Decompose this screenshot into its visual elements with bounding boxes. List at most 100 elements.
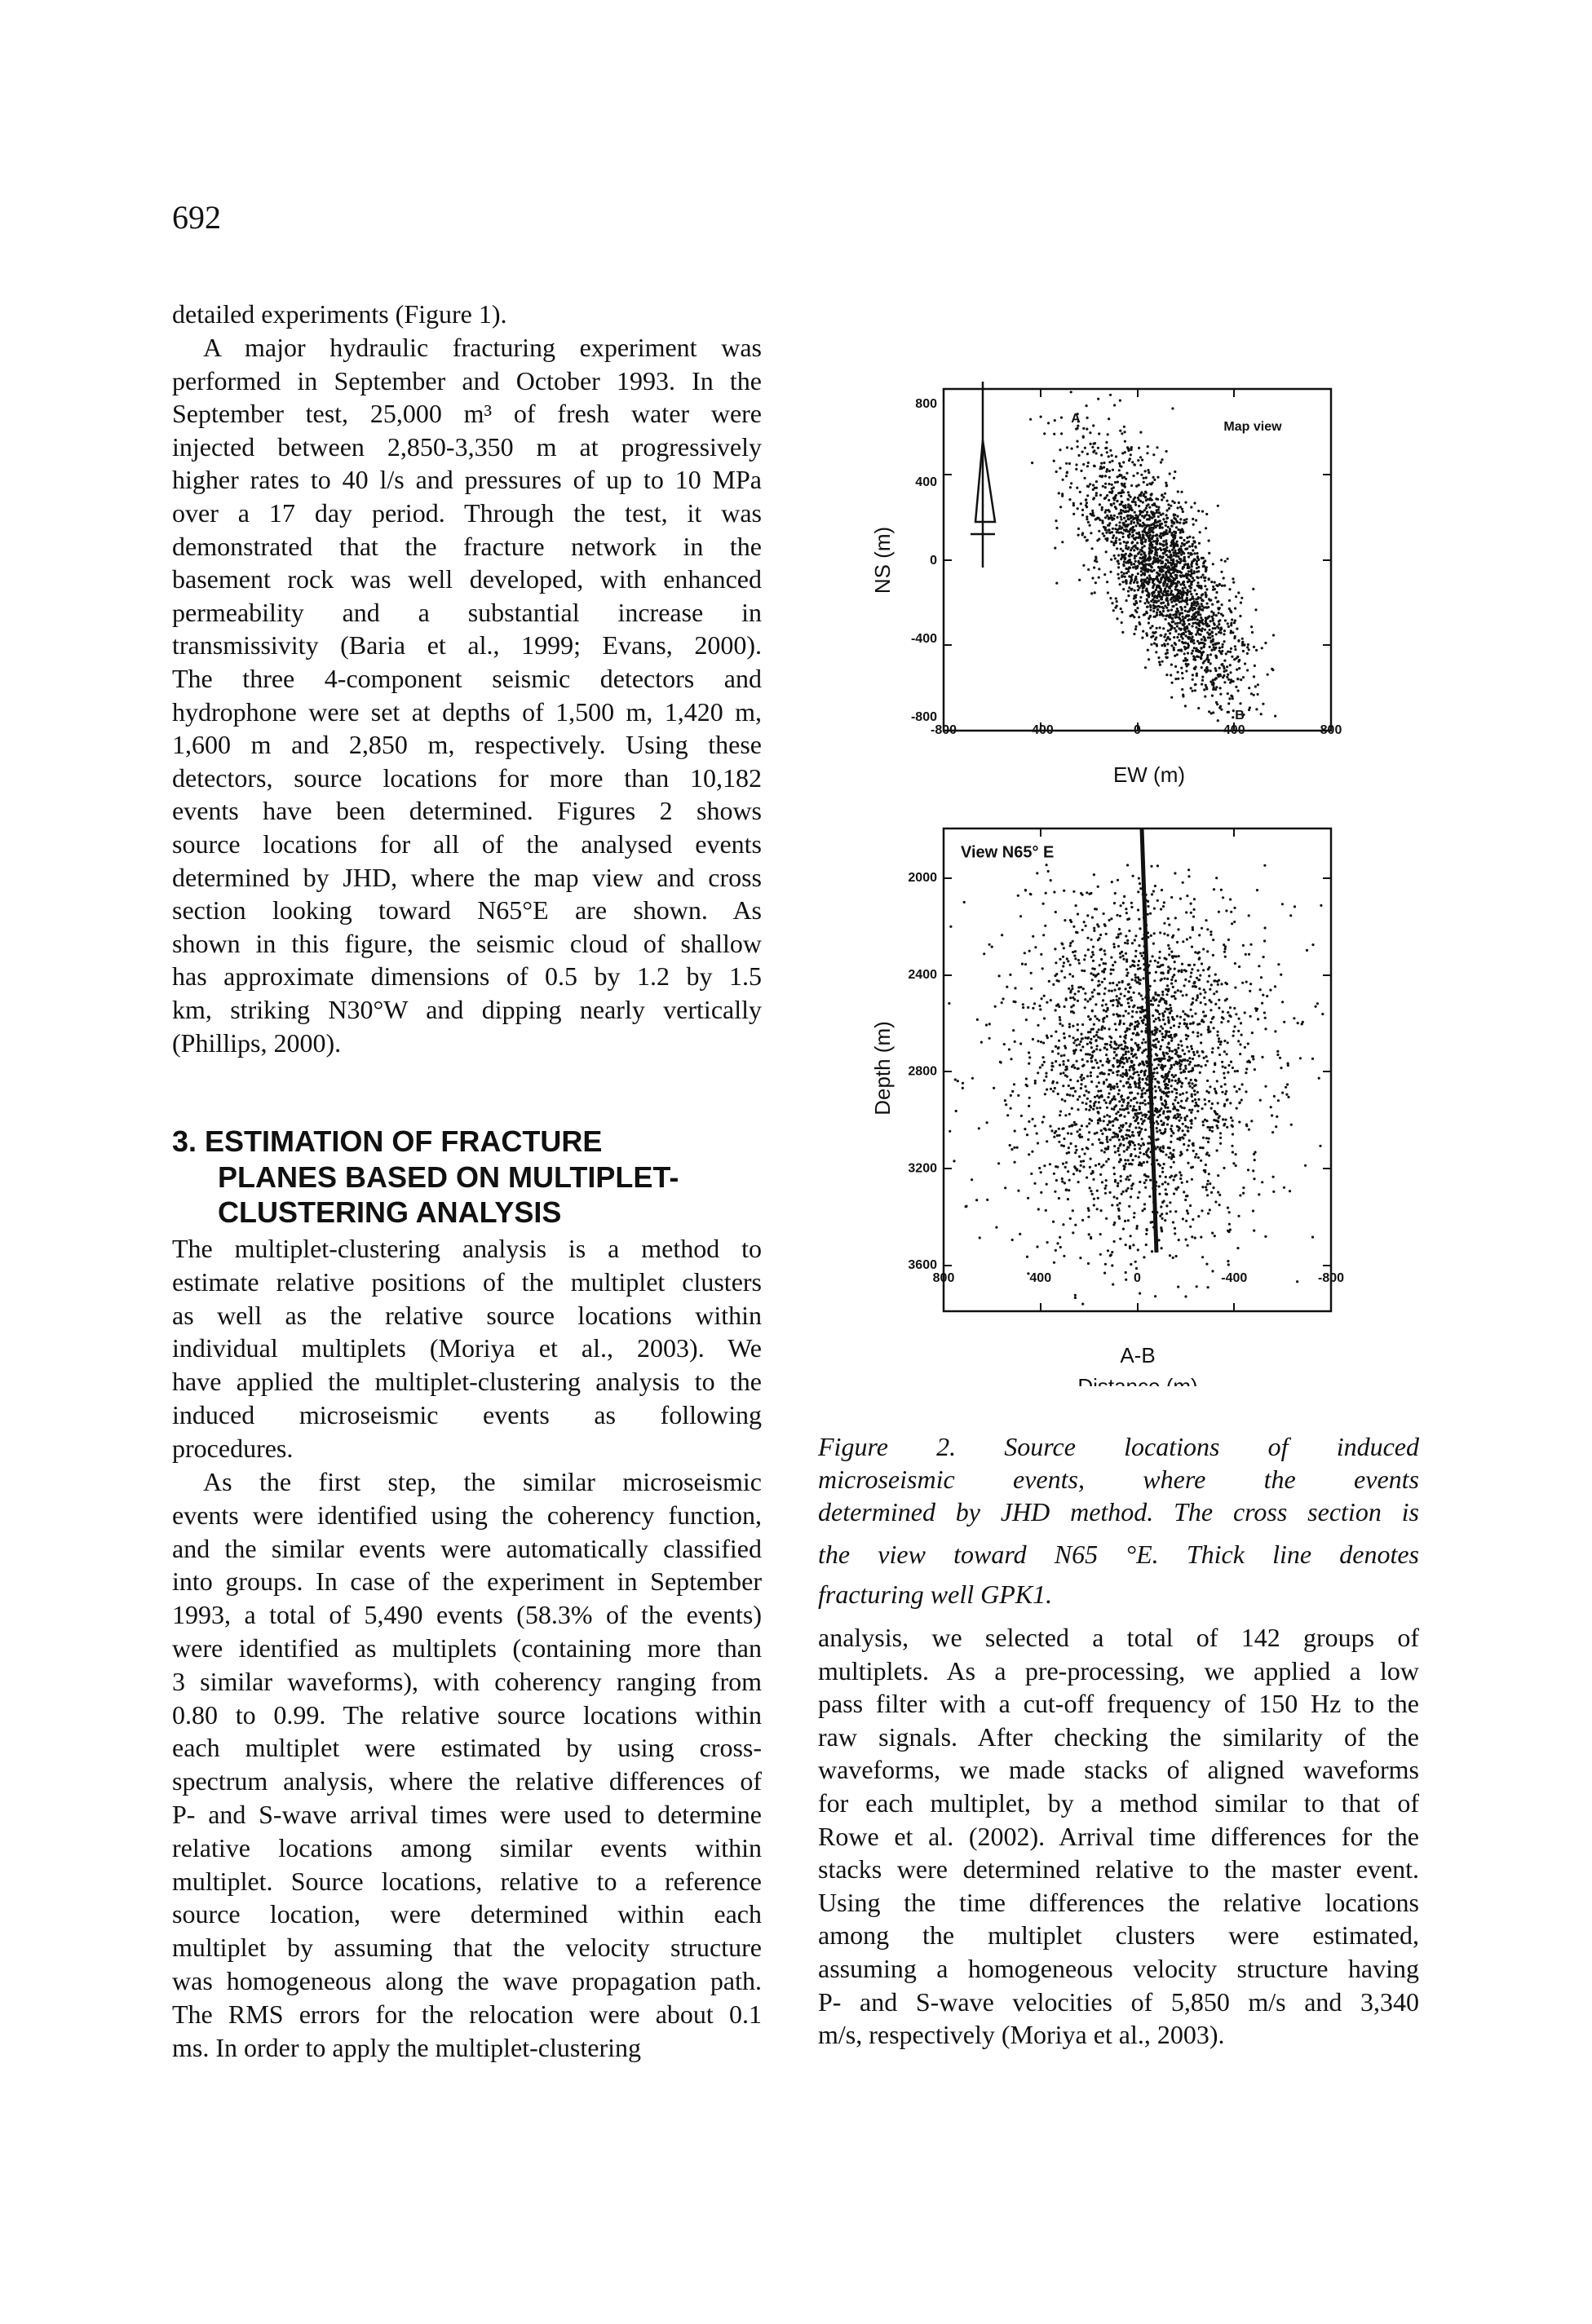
event-dot bbox=[1097, 979, 1100, 983]
event-dot bbox=[1094, 1039, 1098, 1042]
event-dot bbox=[1072, 1173, 1076, 1176]
event-dot bbox=[1271, 1114, 1274, 1117]
event-dot bbox=[1117, 1046, 1120, 1049]
event-dot bbox=[1189, 1008, 1192, 1011]
event-dot bbox=[1189, 902, 1192, 905]
event-dot bbox=[1054, 948, 1057, 951]
y-tick-label: 400 bbox=[915, 475, 937, 489]
event-dot bbox=[1221, 1010, 1224, 1014]
event-dot bbox=[1118, 1129, 1121, 1133]
event-dot bbox=[1075, 1044, 1078, 1047]
event-dot bbox=[1139, 1095, 1143, 1098]
event-dot bbox=[1133, 537, 1136, 541]
event-dot bbox=[1196, 1064, 1199, 1067]
event-dot bbox=[1114, 1028, 1118, 1032]
event-dot bbox=[1094, 1014, 1097, 1018]
event-dot bbox=[1168, 638, 1171, 641]
event-dot bbox=[1189, 687, 1192, 690]
event-dot bbox=[1138, 882, 1142, 886]
event-dot bbox=[1233, 1085, 1236, 1089]
caption-line: Figure 2. Source locations of induced bbox=[818, 1432, 1419, 1461]
event-dot bbox=[1266, 995, 1269, 998]
event-dot bbox=[1089, 1104, 1092, 1107]
event-dot bbox=[1164, 563, 1167, 567]
event-dot bbox=[1218, 666, 1221, 669]
event-dot bbox=[1081, 1023, 1085, 1027]
event-dot bbox=[1078, 1169, 1081, 1173]
event-dot bbox=[1210, 1017, 1214, 1020]
event-dot bbox=[1185, 1115, 1189, 1118]
event-dot bbox=[1100, 1149, 1103, 1152]
event-dot bbox=[1169, 967, 1172, 970]
event-dot bbox=[1090, 972, 1093, 975]
event-dot bbox=[1125, 968, 1129, 971]
event-dot bbox=[1198, 987, 1201, 990]
event-dot bbox=[1185, 665, 1188, 668]
event-dot bbox=[1081, 1045, 1085, 1049]
event-dot bbox=[1132, 1068, 1135, 1071]
event-dot bbox=[1245, 652, 1249, 656]
event-dot bbox=[1086, 1075, 1090, 1078]
event-dot bbox=[1074, 1145, 1077, 1148]
event-dot bbox=[1153, 979, 1156, 983]
event-dot bbox=[1151, 955, 1154, 958]
event-dot bbox=[1231, 618, 1234, 621]
event-dot bbox=[1092, 1107, 1095, 1111]
event-dot bbox=[1188, 936, 1192, 939]
event-dot bbox=[1193, 985, 1196, 988]
event-dot bbox=[1144, 1029, 1148, 1032]
event-dot bbox=[1183, 645, 1186, 648]
event-dot bbox=[1275, 1125, 1278, 1129]
event-dot bbox=[1212, 711, 1215, 714]
event-dot bbox=[1173, 501, 1176, 505]
event-dot bbox=[1188, 1057, 1192, 1060]
event-dot bbox=[1218, 607, 1221, 610]
event-dot bbox=[1108, 989, 1111, 992]
event-dot bbox=[1223, 667, 1226, 670]
event-dot bbox=[1019, 1114, 1023, 1117]
event-dot bbox=[1058, 1039, 1061, 1042]
event-dot bbox=[1121, 1104, 1124, 1107]
event-dot bbox=[1120, 465, 1123, 468]
event-dot bbox=[1173, 974, 1176, 977]
event-dot bbox=[1035, 1132, 1038, 1135]
event-dot bbox=[1235, 595, 1238, 599]
event-dot bbox=[1174, 1096, 1178, 1099]
event-dot bbox=[1103, 1115, 1106, 1118]
text-line: induced microseismic events as following bbox=[172, 1400, 762, 1429]
event-dot bbox=[1254, 1151, 1257, 1154]
event-dot bbox=[1206, 1140, 1210, 1144]
event-dot bbox=[1163, 977, 1166, 980]
event-dot bbox=[1129, 552, 1132, 555]
event-dot bbox=[1094, 1164, 1098, 1167]
event-dot bbox=[1162, 566, 1165, 569]
event-dot bbox=[1229, 1102, 1232, 1105]
event-dot bbox=[1129, 1195, 1133, 1199]
event-dot bbox=[1128, 996, 1131, 1000]
event-dot bbox=[1028, 949, 1031, 952]
event-dot bbox=[1192, 908, 1196, 911]
event-dot bbox=[1125, 1107, 1128, 1111]
event-dot bbox=[1170, 1127, 1173, 1131]
event-dot bbox=[1162, 901, 1165, 904]
event-dot bbox=[1165, 597, 1169, 600]
event-dot bbox=[1180, 549, 1183, 552]
event-dot bbox=[1065, 471, 1069, 474]
event-dot bbox=[1156, 608, 1159, 612]
event-dot bbox=[1165, 559, 1168, 562]
event-dot bbox=[1212, 939, 1215, 942]
event-dot bbox=[1199, 1001, 1202, 1005]
event-dot bbox=[1254, 685, 1257, 688]
event-dot bbox=[1103, 573, 1107, 577]
event-dot bbox=[1049, 879, 1052, 882]
event-dot bbox=[1170, 674, 1173, 677]
event-dot bbox=[1180, 1081, 1184, 1085]
event-dot bbox=[1144, 1186, 1148, 1189]
event-dot bbox=[1145, 1153, 1148, 1156]
event-dot bbox=[1131, 531, 1134, 534]
event-dot bbox=[1159, 1214, 1162, 1217]
event-dot bbox=[1179, 605, 1183, 609]
event-dot bbox=[1120, 621, 1123, 625]
y-tick-label: 3600 bbox=[908, 1258, 937, 1272]
event-dot bbox=[1054, 910, 1057, 914]
